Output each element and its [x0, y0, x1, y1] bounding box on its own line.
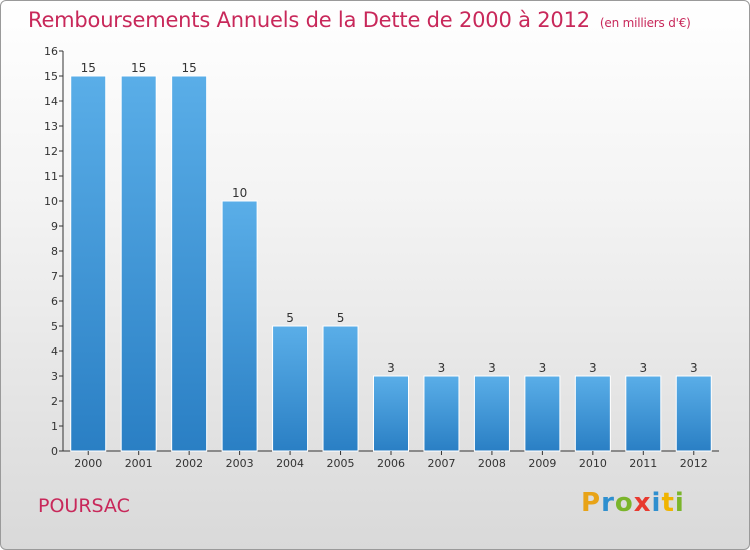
x-tick-label-2000: 2000	[74, 457, 102, 470]
data-label-2011: 3	[639, 361, 647, 375]
logo-letter: x	[633, 488, 652, 518]
y-tick-label: 12	[44, 145, 58, 158]
bar-2004	[272, 325, 309, 452]
data-label-2004: 5	[286, 311, 294, 325]
x-tick-label-2011: 2011	[629, 457, 657, 470]
logo-letter: r	[601, 488, 615, 518]
data-labels: 15 15 15 10 5 5 3 3 3 3 3 3 3	[81, 61, 698, 375]
x-tick-label-2005: 2005	[327, 457, 355, 470]
x-tick-label-2004: 2004	[276, 457, 304, 470]
bar-2012	[675, 375, 712, 452]
bar-2006	[373, 375, 409, 452]
x-tick-label-2007: 2007	[427, 457, 455, 470]
logo-letter: P	[581, 488, 602, 518]
data-label-2005: 5	[337, 311, 345, 325]
data-label-2008: 3	[488, 361, 496, 375]
data-label-2009: 3	[539, 361, 547, 375]
x-ticks: 2000 2001 2002 2003 2004 2005 2006 2007 2008 2009…	[74, 451, 708, 470]
data-label-2000: 15	[81, 61, 96, 75]
bar-2000	[70, 75, 107, 452]
y-tick-label: 1	[51, 420, 58, 433]
data-label-2001: 15	[131, 61, 146, 75]
logo-letter: i	[651, 488, 662, 518]
commune-name: POURSAC	[38, 495, 130, 517]
x-tick-label-2012: 2012	[680, 457, 708, 470]
logo-letter: o	[614, 488, 634, 518]
y-tick-label: 9	[51, 220, 58, 233]
chart-unit: (en milliers d'€)	[599, 16, 691, 30]
y-tick-label: 8	[51, 245, 58, 258]
y-tick-label: 13	[44, 120, 58, 133]
bar-2002	[171, 75, 208, 452]
data-label-2007: 3	[438, 361, 446, 375]
y-tick-label: 16	[44, 45, 58, 58]
data-label-2003: 10	[232, 186, 247, 200]
bar-2003	[221, 200, 258, 452]
bars	[70, 75, 712, 452]
data-label-2012: 3	[690, 361, 698, 375]
bar-2008	[473, 375, 510, 452]
y-tick-label: 10	[44, 195, 58, 208]
y-tick-label: 4	[51, 345, 58, 358]
bar-2009	[524, 375, 561, 452]
bar-2001	[120, 75, 157, 452]
bar-2011	[625, 375, 662, 452]
data-label-2006: 3	[387, 361, 395, 375]
x-tick-label-2010: 2010	[579, 457, 607, 470]
y-tick-label: 0	[51, 445, 58, 458]
chart-title-text: Remboursements Annuels de la Dette de 20…	[28, 8, 590, 32]
data-label-2002: 15	[182, 61, 197, 75]
y-tick-label: 15	[44, 70, 58, 83]
bar-2007	[423, 375, 460, 452]
logo-letter: t	[661, 488, 675, 518]
x-tick-label-2008: 2008	[478, 457, 506, 470]
y-tick-label: 2	[51, 395, 58, 408]
x-tick-label-2006: 2006	[377, 457, 405, 470]
x-tick-label-2009: 2009	[528, 457, 556, 470]
x-tick-label-2001: 2001	[125, 457, 153, 470]
y-tick-label: 6	[51, 295, 58, 308]
bar-2005	[322, 325, 359, 452]
y-tick-label: 14	[44, 95, 58, 108]
chart-title: Remboursements Annuels de la Dette de 20…	[28, 8, 691, 32]
y-tick-label: 7	[51, 270, 58, 283]
y-tick-label: 3	[51, 370, 58, 383]
y-tick-label: 11	[44, 170, 58, 183]
logo-letter: i	[674, 488, 685, 518]
data-label-2010: 3	[589, 361, 597, 375]
x-tick-label-2003: 2003	[226, 457, 254, 470]
y-tick-label: 5	[51, 320, 58, 333]
proxiti-logo: Proxiti	[581, 488, 685, 518]
x-tick-label-2002: 2002	[175, 457, 203, 470]
bar-2010	[574, 375, 611, 452]
